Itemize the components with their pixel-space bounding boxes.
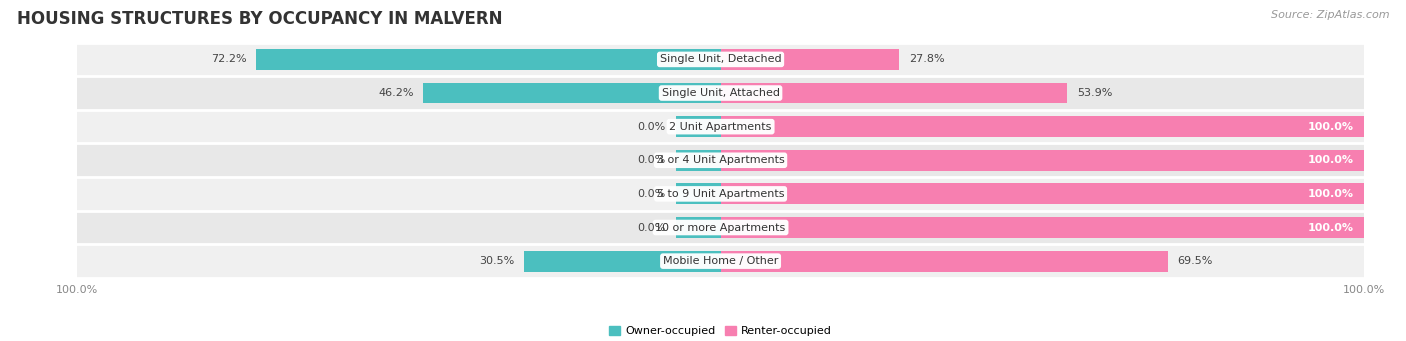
Bar xyxy=(77,211,1364,244)
Bar xyxy=(77,144,1364,177)
Text: 10 or more Apartments: 10 or more Apartments xyxy=(655,223,786,233)
Bar xyxy=(721,83,1067,103)
Bar xyxy=(675,183,721,204)
Text: 0.0%: 0.0% xyxy=(638,155,666,165)
Text: Single Unit, Attached: Single Unit, Attached xyxy=(662,88,779,98)
Text: 100.0%: 100.0% xyxy=(1308,189,1354,199)
Text: HOUSING STRUCTURES BY OCCUPANCY IN MALVERN: HOUSING STRUCTURES BY OCCUPANCY IN MALVE… xyxy=(17,10,502,28)
Bar xyxy=(721,183,1364,204)
Text: 30.5%: 30.5% xyxy=(479,256,515,266)
Text: 69.5%: 69.5% xyxy=(1177,256,1212,266)
Bar xyxy=(423,83,721,103)
Bar xyxy=(77,244,1364,278)
Text: 46.2%: 46.2% xyxy=(378,88,413,98)
Text: 100.0%: 100.0% xyxy=(1308,223,1354,233)
Text: 100.0%: 100.0% xyxy=(1308,122,1354,132)
Bar xyxy=(721,251,1167,271)
Bar xyxy=(675,217,721,238)
Bar xyxy=(721,217,1364,238)
Text: 2 Unit Apartments: 2 Unit Apartments xyxy=(669,122,772,132)
Text: 0.0%: 0.0% xyxy=(638,189,666,199)
Bar xyxy=(721,49,900,70)
Text: 0.0%: 0.0% xyxy=(638,122,666,132)
Legend: Owner-occupied, Renter-occupied: Owner-occupied, Renter-occupied xyxy=(605,322,837,341)
Text: 53.9%: 53.9% xyxy=(1077,88,1112,98)
Text: 100.0%: 100.0% xyxy=(1308,155,1354,165)
Text: 0.0%: 0.0% xyxy=(638,223,666,233)
Bar xyxy=(675,150,721,171)
Bar xyxy=(675,116,721,137)
Bar xyxy=(721,150,1364,171)
Text: Source: ZipAtlas.com: Source: ZipAtlas.com xyxy=(1271,10,1389,20)
Bar xyxy=(77,43,1364,76)
Bar xyxy=(77,110,1364,144)
Text: 72.2%: 72.2% xyxy=(211,55,246,64)
Bar xyxy=(524,251,721,271)
Bar xyxy=(721,116,1364,137)
Text: 27.8%: 27.8% xyxy=(910,55,945,64)
Bar xyxy=(77,76,1364,110)
Text: Mobile Home / Other: Mobile Home / Other xyxy=(662,256,779,266)
Text: Single Unit, Detached: Single Unit, Detached xyxy=(659,55,782,64)
Bar xyxy=(77,177,1364,211)
Text: 3 or 4 Unit Apartments: 3 or 4 Unit Apartments xyxy=(657,155,785,165)
Bar xyxy=(256,49,721,70)
Text: 5 to 9 Unit Apartments: 5 to 9 Unit Apartments xyxy=(657,189,785,199)
